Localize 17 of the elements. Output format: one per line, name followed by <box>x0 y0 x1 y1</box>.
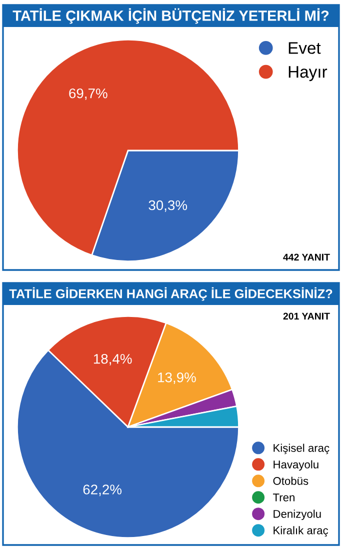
chart-title: TATİLE ÇIKMAK İÇİN BÜTÇENİZ YETERLİ Mİ? <box>12 8 329 24</box>
chart-title: TATİLE GİDERKEN HANGİ ARAÇ İLE GİDECEKSİNİZ? <box>9 287 332 301</box>
legend-label: Tren <box>273 494 294 502</box>
text: 442 YANIT <box>283 254 330 261</box>
legend-label: Havayolu <box>274 460 318 471</box>
legend-label: Evet <box>288 42 321 54</box>
data-label: 13,9% <box>158 372 196 384</box>
data-label: 30,3% <box>148 200 188 212</box>
legend-label: Kiralık araç <box>274 526 328 537</box>
data-label: 69,7% <box>69 88 108 100</box>
legend-label: Denizyolu <box>274 510 321 520</box>
legend-label: Kişisel araç <box>274 444 330 454</box>
data-label: 18,4% <box>94 354 132 366</box>
legend-label: Otobüs <box>273 476 308 485</box>
text: 201 YANIT <box>283 312 330 320</box>
data-label: 62,2% <box>83 484 122 496</box>
legend-label: Hayır <box>288 66 328 82</box>
